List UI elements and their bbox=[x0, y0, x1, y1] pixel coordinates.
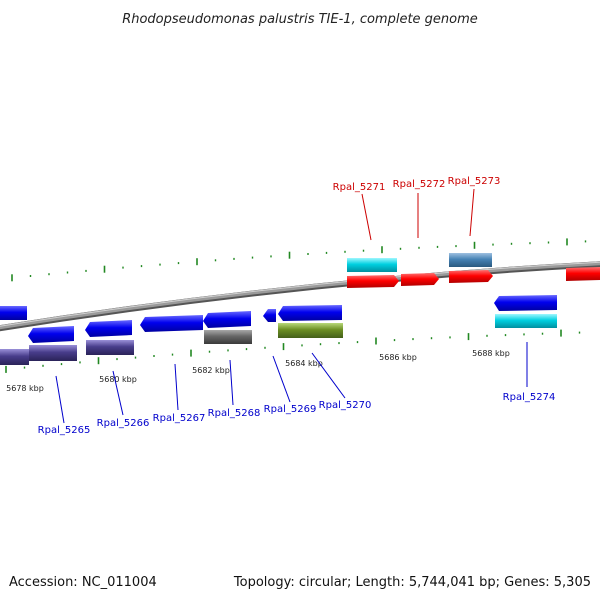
gene-labels: Rpal_5271 Rpal_5272 Rpal_5273 Rpal_5265 … bbox=[38, 176, 556, 436]
scale-label: 5678 kbp bbox=[6, 384, 44, 393]
gene-label-rpal-5267[interactable]: Rpal_5267 bbox=[153, 413, 206, 424]
scale-labels: 5678 kbp 5680 kbp 5682 kbp 5684 kbp 5686… bbox=[6, 349, 510, 393]
leader-rpal-5269 bbox=[272, 355, 291, 403]
gene-label-rpal-5265[interactable]: Rpal_5265 bbox=[38, 425, 91, 436]
accession-text: Accession: NC_011004 bbox=[9, 575, 157, 590]
leader-rpal-5267 bbox=[174, 363, 179, 411]
feature-cyan-box-2[interactable] bbox=[495, 314, 557, 328]
gene-label-rpal-5272[interactable]: Rpal_5272 bbox=[393, 179, 446, 190]
gene-label-rpal-5271[interactable]: Rpal_5271 bbox=[333, 182, 386, 193]
genome-backbone bbox=[0, 261, 600, 330]
scale-label: 5680 kbp bbox=[99, 375, 137, 384]
gene-rpal-5268[interactable] bbox=[203, 311, 251, 328]
feature-slate-box-2[interactable] bbox=[29, 345, 77, 361]
outer-tick-track bbox=[11, 238, 587, 282]
reverse-genes bbox=[0, 295, 557, 365]
gene-rpal-5269[interactable] bbox=[263, 309, 276, 322]
feature-cyan-box[interactable] bbox=[347, 258, 397, 272]
scale-label: 5682 kbp bbox=[192, 366, 230, 375]
gene-label-rpal-5269[interactable]: Rpal_5269 bbox=[264, 404, 317, 415]
leader-rpal-5268 bbox=[229, 359, 234, 406]
gene-label-rpal-5270[interactable]: Rpal_5270 bbox=[319, 400, 372, 411]
gene-label-rpal-5268[interactable]: Rpal_5268 bbox=[208, 408, 261, 419]
leader-rpal-5271 bbox=[361, 193, 372, 241]
gene-rpal-5271[interactable] bbox=[347, 275, 399, 288]
gene-rpal-5273[interactable] bbox=[449, 270, 493, 283]
gene-offscreen-right[interactable] bbox=[566, 267, 600, 281]
scale-label: 5688 kbp bbox=[472, 349, 510, 358]
genome-backbone-highlight bbox=[0, 261, 600, 327]
gene-rpal-5267[interactable] bbox=[140, 315, 203, 332]
feature-steel-box[interactable] bbox=[449, 253, 492, 267]
feature-olive-box[interactable] bbox=[278, 323, 343, 338]
leader-rpal-5266 bbox=[112, 370, 124, 416]
genome-summary-text: Topology: circular; Length: 5,744,041 bp… bbox=[233, 575, 591, 590]
map-title: Rhodopseudomonas palustris TIE-1, comple… bbox=[122, 12, 478, 27]
leader-rpal-5265 bbox=[55, 375, 65, 424]
gene-rpal-5266[interactable] bbox=[85, 320, 132, 337]
label-leaders bbox=[55, 188, 528, 424]
forward-genes bbox=[347, 253, 600, 288]
gene-left-edge[interactable] bbox=[0, 306, 27, 320]
gene-rpal-5270[interactable] bbox=[278, 305, 342, 321]
gene-rpal-5272[interactable] bbox=[401, 273, 439, 286]
gene-label-rpal-5266[interactable]: Rpal_5266 bbox=[97, 418, 150, 429]
scale-label: 5686 kbp bbox=[379, 353, 417, 362]
gene-label-rpal-5273[interactable]: Rpal_5273 bbox=[448, 176, 501, 187]
gene-rpal-5274[interactable] bbox=[494, 295, 557, 311]
feature-slate-box-1[interactable] bbox=[0, 349, 29, 365]
feature-slate-box-3[interactable] bbox=[86, 340, 134, 355]
leader-rpal-5273 bbox=[469, 188, 475, 237]
gene-label-rpal-5274[interactable]: Rpal_5274 bbox=[503, 392, 556, 403]
leader-rpal-5270 bbox=[311, 352, 346, 399]
feature-gray-box[interactable] bbox=[204, 330, 252, 344]
scale-label: 5684 kbp bbox=[285, 359, 323, 368]
inner-tick-track bbox=[5, 329, 581, 373]
gene-rpal-5265[interactable] bbox=[28, 326, 74, 343]
